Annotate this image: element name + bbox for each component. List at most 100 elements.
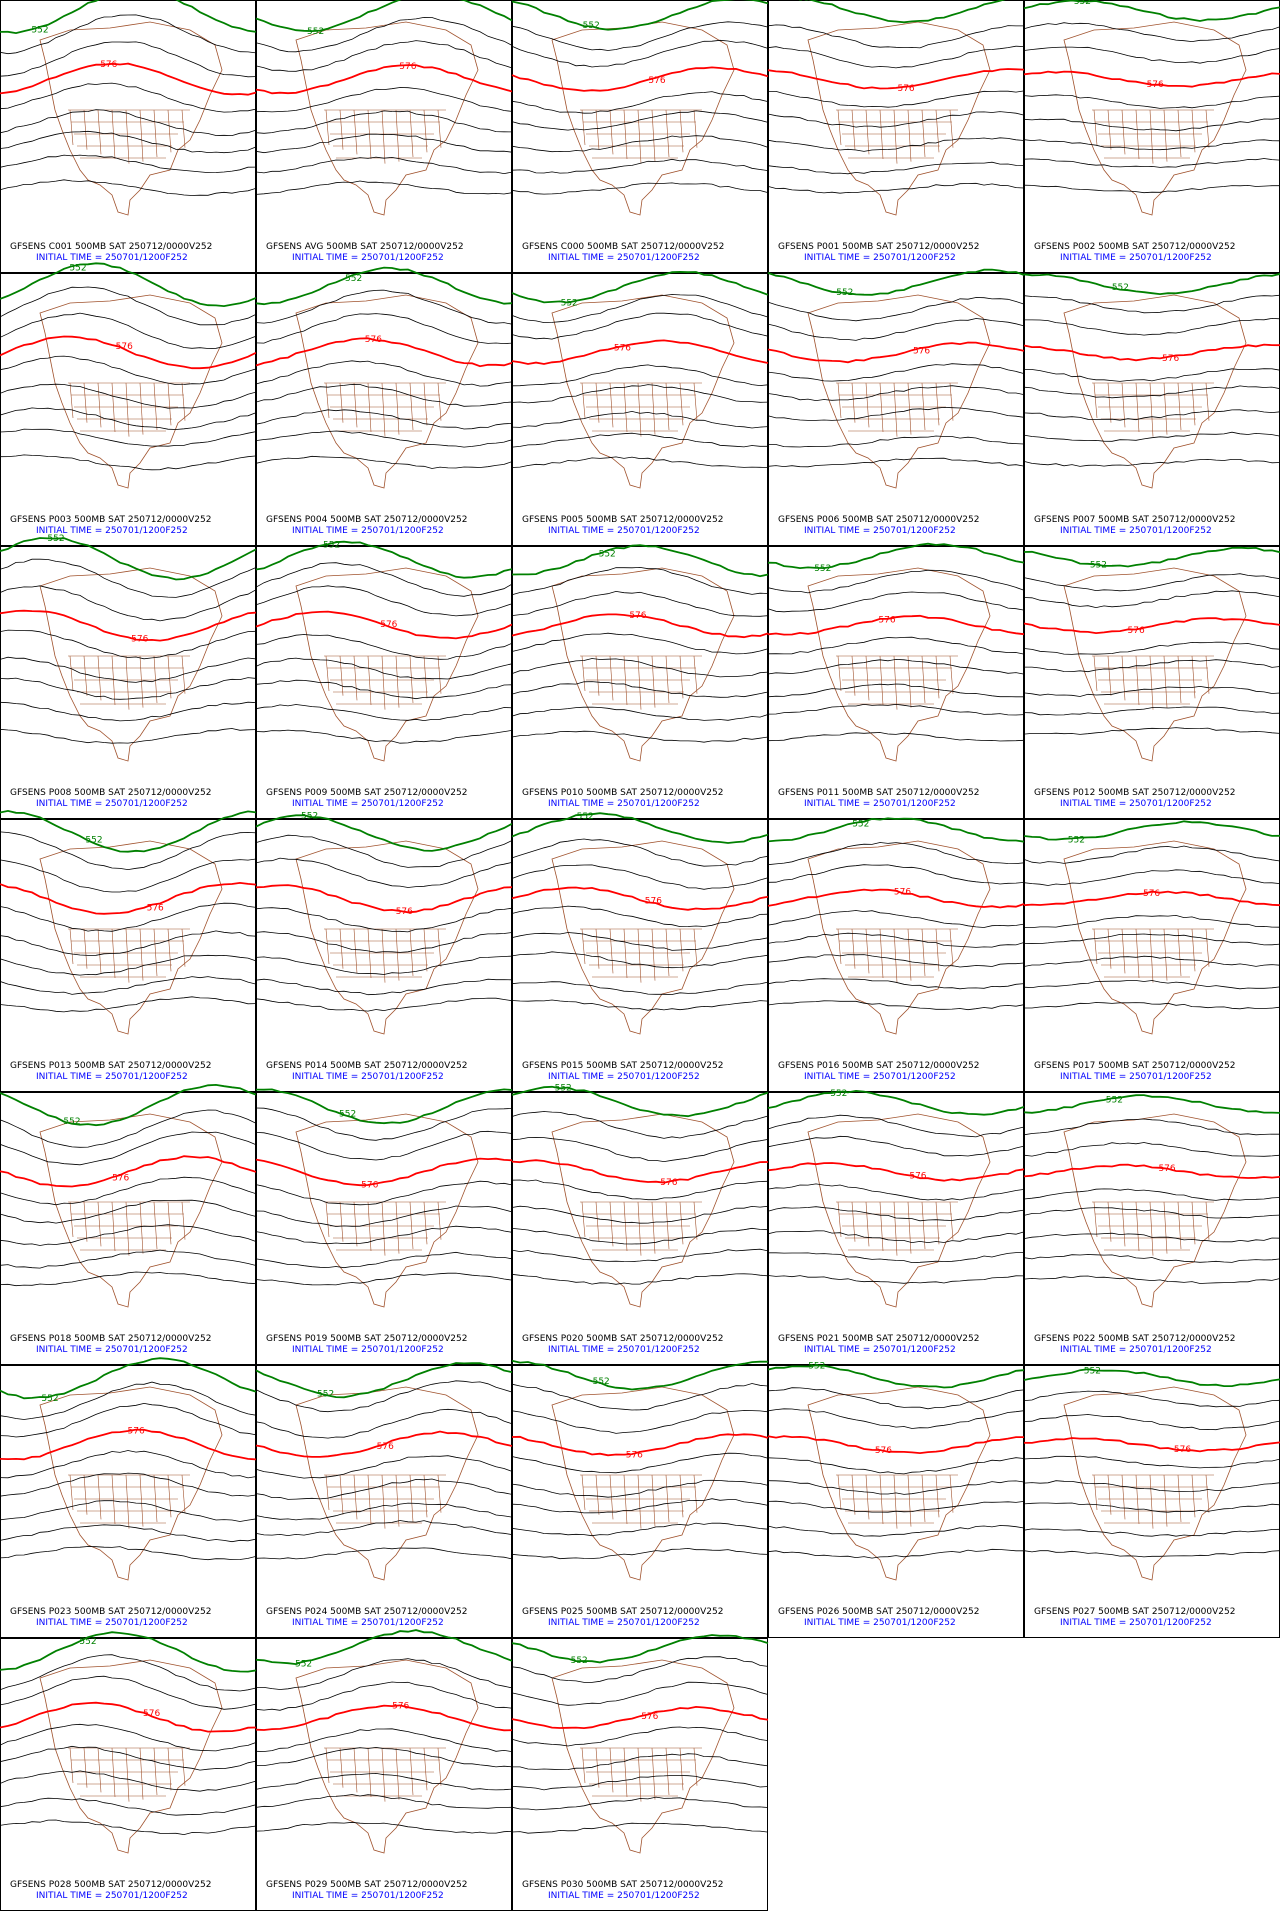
map-panel: 552 576 GFSENS P007 500MB SAT 250712/0000V… — [1023, 273, 1280, 546]
panel-init-time: INITIAL TIME = 250701/1200F252 — [36, 1345, 188, 1355]
panel-init-time: INITIAL TIME = 250701/1200F252 — [292, 1072, 444, 1082]
contour — [0, 407, 257, 430]
coastline — [295, 21, 479, 216]
contour-label: 576 — [614, 344, 631, 354]
contour — [511, 410, 769, 429]
map-panel: 552 576 GFSENS P018 500MB SAT 250712/0000V… — [0, 1083, 257, 1365]
contour — [255, 657, 513, 680]
contour — [0, 902, 257, 932]
contour-552 — [0, 537, 257, 581]
panel-init-time: INITIAL TIME = 250701/1200F252 — [548, 1618, 700, 1628]
contour — [255, 383, 513, 407]
contour — [0, 1546, 257, 1561]
panel-init-time: INITIAL TIME = 250701/1200F252 — [548, 526, 700, 536]
panel-border — [768, 546, 1024, 819]
contour — [767, 318, 1025, 341]
contour — [1023, 158, 1280, 168]
contour — [255, 87, 513, 113]
panel-title: GFSENS P012 500MB SAT 250712/0000V252 — [1034, 788, 1235, 798]
contour-576 — [255, 884, 513, 914]
contour-576 — [0, 62, 257, 96]
panel-title: GFSENS P019 500MB SAT 250712/0000V252 — [266, 1334, 467, 1344]
contour — [1023, 184, 1280, 194]
contour-label: 576 — [909, 1172, 926, 1182]
contour — [511, 110, 769, 131]
coastline — [807, 1386, 991, 1581]
map-panel: 552 576 GFSENS P030 500MB SAT 250712/0000V… — [511, 1634, 769, 1911]
panel-init-time: INITIAL TIME = 250701/1200F252 — [1060, 1072, 1212, 1082]
contour — [511, 158, 769, 174]
map-panel: 552 576 GFSENS P029 500MB SAT 250712/0000V… — [255, 1629, 513, 1911]
contour — [511, 730, 769, 743]
contour — [0, 629, 257, 660]
contour — [1023, 955, 1280, 967]
contour — [0, 1770, 257, 1792]
contour — [255, 1821, 513, 1834]
contour-552 — [255, 540, 513, 579]
contour — [255, 360, 513, 387]
contour-label: 552 — [561, 298, 578, 308]
contour — [255, 180, 513, 195]
contour — [1024, 1002, 1280, 1010]
contour-label: 576 — [147, 903, 164, 913]
contour — [767, 1000, 1025, 1011]
contour-label: 552 — [852, 820, 869, 830]
contour — [1023, 980, 1280, 990]
panel-title: GFSENS P010 500MB SAT 250712/0000V252 — [522, 788, 723, 798]
panel-init-time: INITIAL TIME = 250701/1200F252 — [548, 1345, 700, 1355]
contour — [1023, 590, 1280, 609]
contour — [1024, 317, 1280, 336]
panel-border — [768, 819, 1024, 1092]
map-panel: 552 576 GFSENS P013 500MB SAT 250712/0000V… — [0, 809, 257, 1092]
contour — [511, 1522, 769, 1537]
contour — [255, 1478, 513, 1500]
contour-576 — [511, 613, 769, 639]
contour-label: 552 — [317, 1389, 334, 1399]
contour — [767, 1114, 1025, 1138]
contour-552 — [255, 1629, 513, 1666]
contour-576 — [767, 888, 1025, 909]
contour — [511, 632, 769, 655]
contour — [255, 1272, 513, 1286]
contour — [767, 954, 1025, 968]
contour — [767, 1230, 1025, 1244]
panel-title: GFSENS C000 500MB SAT 250712/0000V252 — [522, 242, 724, 252]
contour-label: 576 — [392, 1702, 409, 1712]
contour — [767, 703, 1025, 716]
panel-border — [512, 273, 768, 546]
contour-576 — [0, 1428, 257, 1461]
panel-title: GFSENS P008 500MB SAT 250712/0000V252 — [10, 788, 211, 798]
contour — [1023, 458, 1280, 467]
contour — [255, 1107, 513, 1141]
contour — [767, 1206, 1025, 1222]
contour-552 — [1023, 273, 1280, 296]
map-panel: 552 576 GFSENS P017 500MB SAT 250712/0000V… — [1023, 819, 1280, 1092]
contour — [1023, 139, 1280, 151]
contour — [1023, 118, 1280, 132]
contour — [511, 21, 769, 51]
panel-border — [256, 546, 512, 819]
contour-label: 552 — [577, 812, 594, 822]
contour — [0, 701, 257, 722]
contour-552 — [0, 0, 257, 35]
contour-552 — [0, 1357, 257, 1400]
title-bg — [1, 1874, 255, 1904]
contour-576 — [255, 1704, 513, 1732]
panel-init-time: INITIAL TIME = 250701/1200F252 — [292, 253, 444, 263]
panel-init-time: INITIAL TIME = 250701/1200F252 — [804, 799, 956, 809]
contour — [511, 864, 769, 890]
title-bg — [769, 509, 1023, 539]
contour — [767, 457, 1025, 468]
contour — [1023, 431, 1280, 442]
contour-552 — [0, 809, 257, 853]
contour-label: 552 — [63, 1117, 80, 1127]
contour-552 — [767, 542, 1025, 570]
contour — [511, 1796, 769, 1811]
contour — [511, 39, 769, 68]
contour — [767, 24, 1024, 49]
state-borders — [1092, 109, 1214, 164]
contour — [1023, 845, 1280, 864]
panel-init-time: INITIAL TIME = 250701/1200F252 — [292, 1345, 444, 1355]
contour — [1023, 685, 1280, 697]
coastline — [39, 840, 223, 1035]
